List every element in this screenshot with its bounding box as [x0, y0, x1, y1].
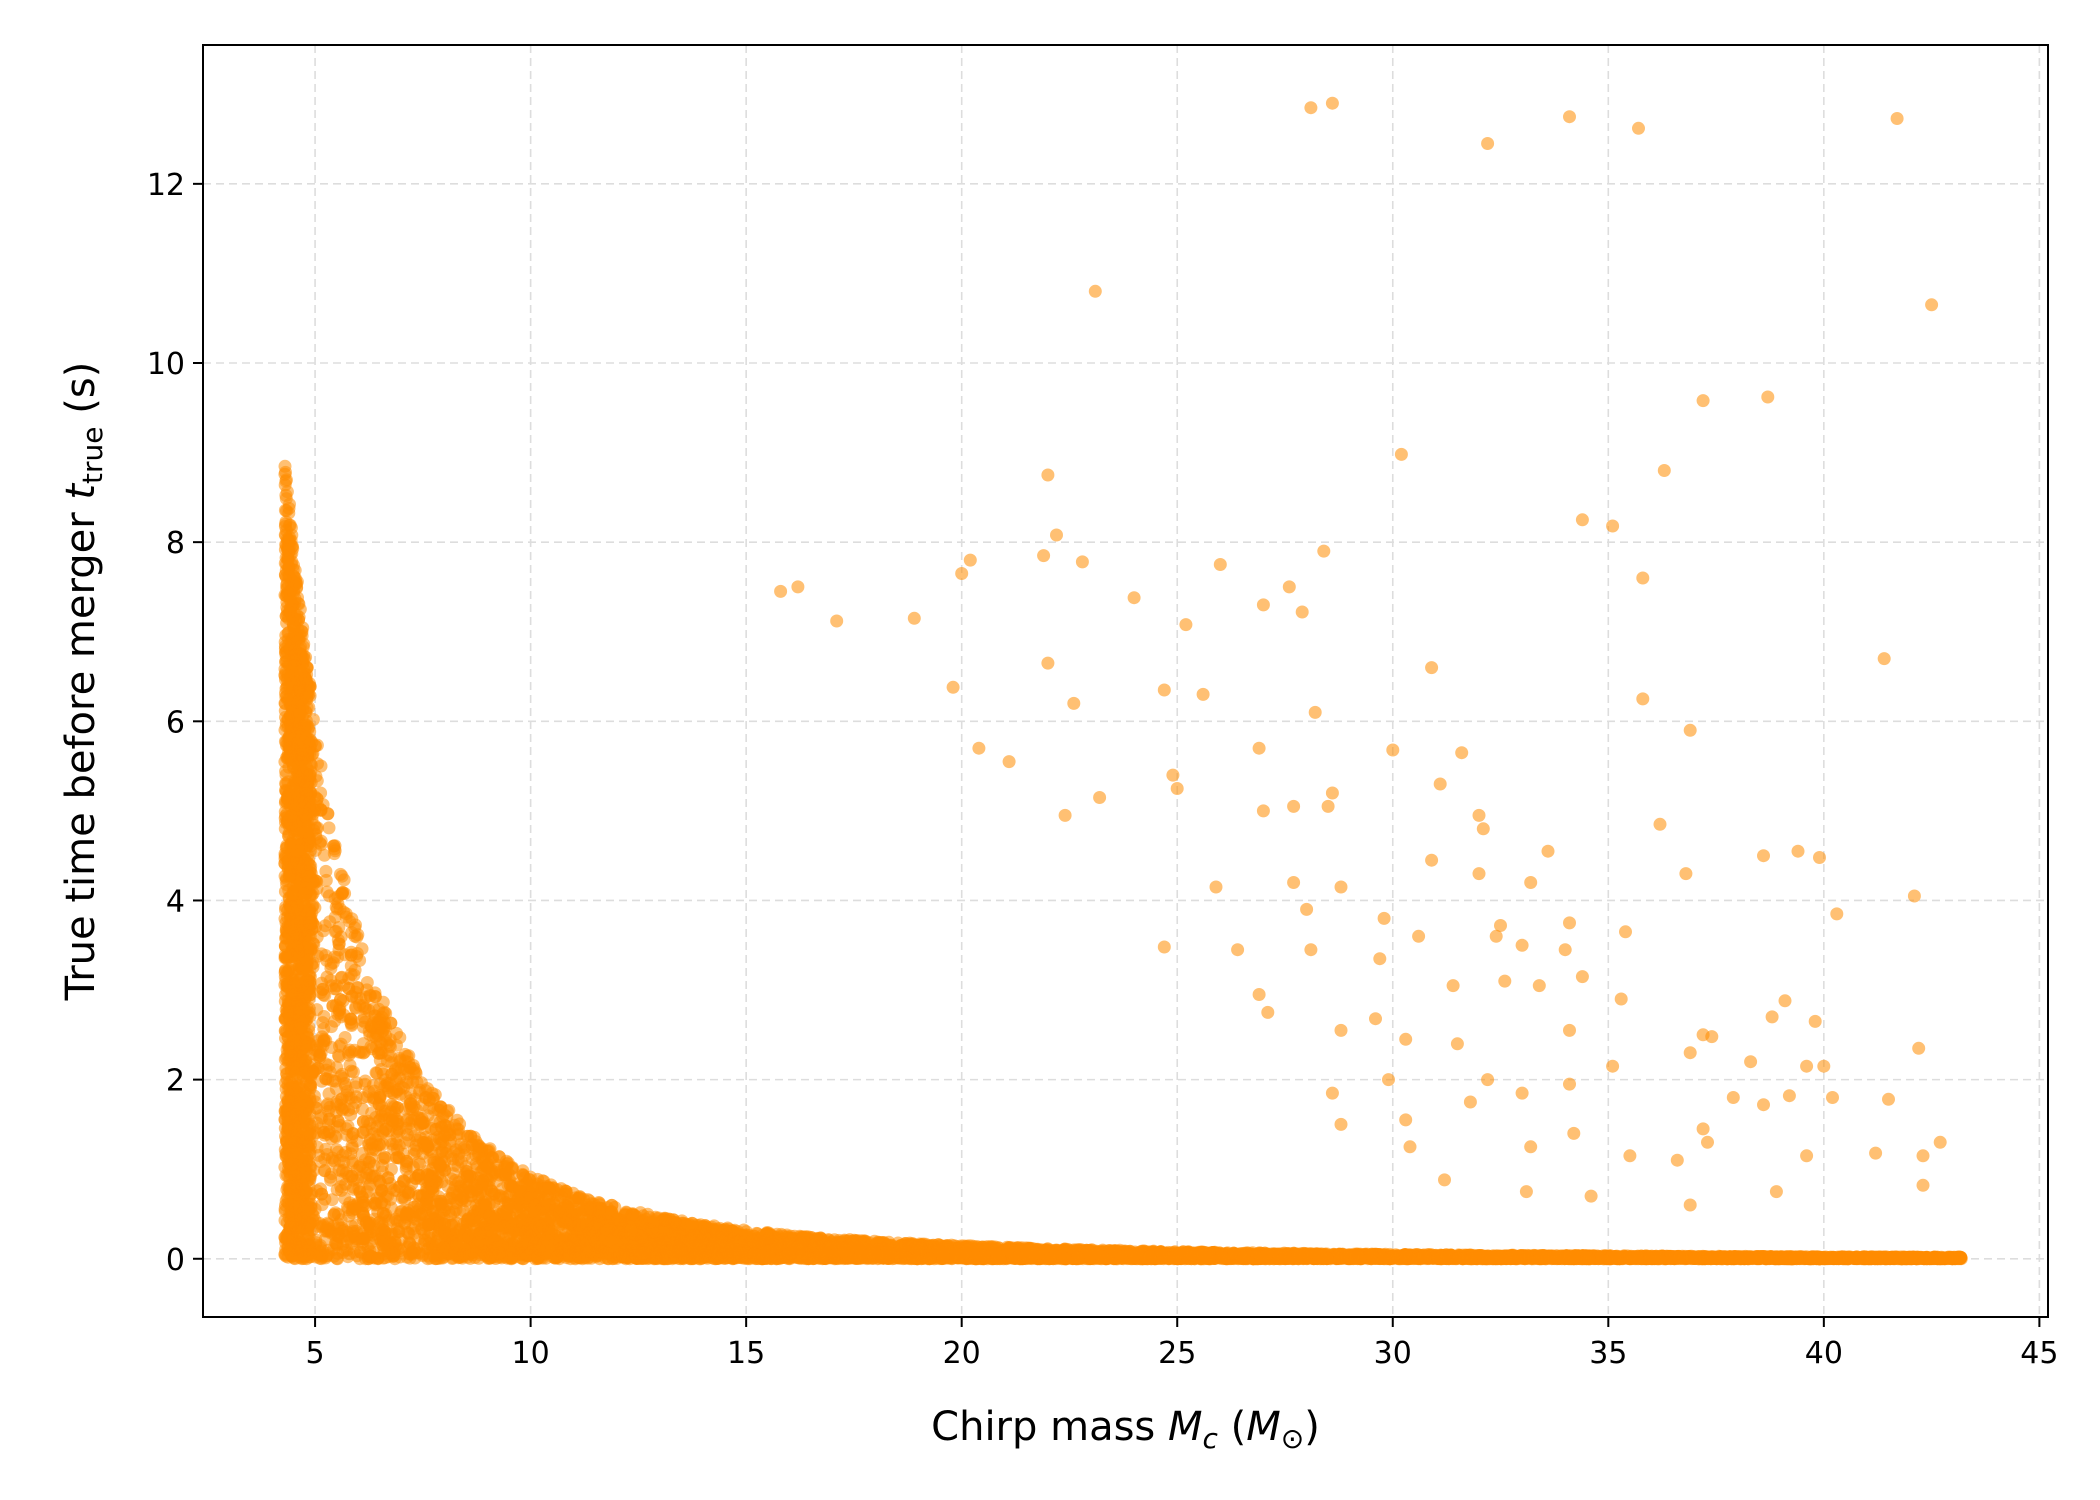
data-point: [322, 1087, 336, 1101]
data-point: [322, 821, 336, 835]
data-point: [324, 1173, 338, 1187]
data-point: [315, 1198, 329, 1212]
grid-layer: [203, 45, 2048, 1317]
data-point: [346, 1101, 360, 1115]
points-layer: [278, 96, 1968, 1266]
data-point: [319, 873, 333, 887]
data-point: [317, 848, 331, 862]
data-point: [325, 1193, 339, 1207]
data-point: [322, 889, 336, 903]
